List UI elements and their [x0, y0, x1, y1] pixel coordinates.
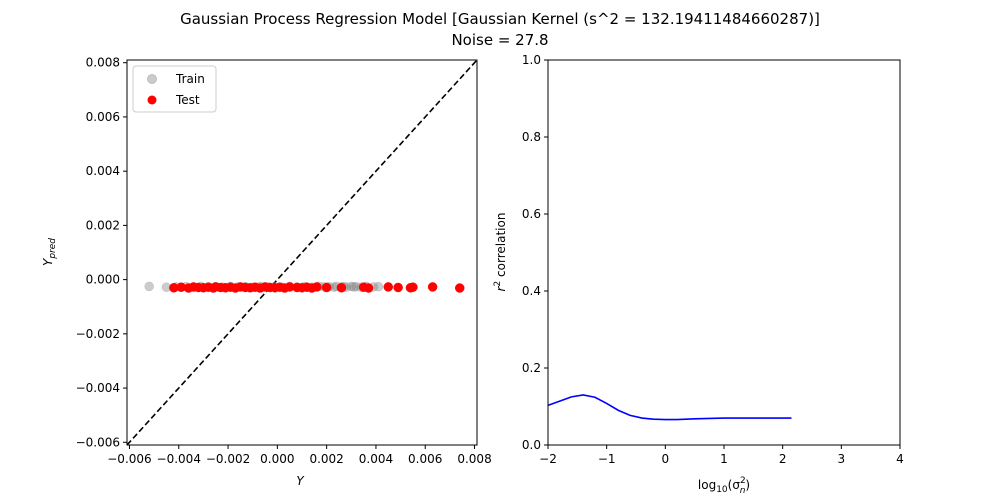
- test-point: [393, 282, 403, 293]
- line-xtick-label: −1: [598, 452, 616, 466]
- line-xtick-label: 1: [720, 452, 728, 466]
- train-point: [373, 281, 384, 292]
- line-plot-frame: [547, 59, 901, 446]
- scatter-xtick-label: −0.004: [157, 452, 201, 466]
- line-xlabel-paren-open: (σ: [728, 478, 741, 492]
- line-ytick-label: 0.2: [522, 361, 541, 375]
- line-xlabel: log10(σ2 n): [698, 476, 750, 496]
- test-point: [363, 283, 374, 293]
- scatter-xlabel: Y: [296, 474, 305, 488]
- train-point: [349, 282, 359, 292]
- scatter-xtick-label: 0.008: [457, 452, 491, 466]
- line-xtick-label: 2: [779, 452, 787, 466]
- line-ylabel: r2 correlation: [493, 213, 508, 292]
- figure-title-line2: Noise = 27.8: [451, 31, 548, 49]
- scatter-xtick-label: −0.006: [107, 452, 151, 466]
- scatter-plot-frame: [126, 59, 478, 446]
- line-ytick-label: 0.4: [522, 284, 541, 298]
- series-test: [169, 282, 465, 293]
- line-xtick-label: 3: [838, 452, 846, 466]
- line-ylabel-sup: 2: [493, 281, 503, 287]
- scatter-ylabel: Ypred: [41, 238, 58, 266]
- scatter-ytick-label: −0.002: [76, 327, 120, 341]
- line-xlabel-n: n: [740, 486, 746, 496]
- line-chart: −2 −1 0 1 2 3 40.00.20.40.60.81.0 log10(σ2 n) r…: [493, 53, 904, 496]
- test-point: [321, 282, 332, 293]
- test-point: [383, 282, 394, 292]
- line-ytick-label: 0.6: [522, 207, 541, 221]
- scatter-ytick-label: 0.000: [86, 273, 120, 287]
- line-ytick-label: 1.0: [522, 53, 541, 67]
- line-xlabel-sub: 10: [716, 485, 728, 495]
- scatter-ytick-label: 0.008: [86, 56, 120, 70]
- legend-test-marker: [147, 95, 157, 105]
- scatter-xtick-label: 0.004: [359, 452, 393, 466]
- scatter-ylabel-main: Y: [41, 257, 55, 266]
- scatter-chart: −0.006 −0.004 −0.002 0.000 0.002 0.004 0.006 0.…: [41, 56, 492, 488]
- test-point: [336, 282, 347, 293]
- legend-test-label: Test: [175, 93, 200, 107]
- line-ylabel-main: r: [494, 285, 508, 291]
- figure-title-line1: Gaussian Process Regression Model [Gauss…: [180, 10, 820, 28]
- scatter-ytick-label: 0.006: [86, 110, 120, 124]
- train-point: [346, 281, 357, 292]
- line-xtick-label: 0: [662, 452, 670, 466]
- scatter-legend: Train Test: [132, 65, 217, 113]
- test-point: [312, 282, 322, 292]
- scatter-ytick-label: 0.002: [86, 218, 120, 232]
- scatter-ytick-label: −0.006: [76, 435, 120, 449]
- legend-train-label: Train: [175, 72, 205, 86]
- line-xlabel-main: log: [698, 478, 716, 492]
- line-xtick-label: 4: [896, 452, 904, 466]
- scatter-ylabel-sub: pred: [48, 238, 58, 260]
- line-ylabel-rest: correlation: [494, 213, 508, 281]
- identity-reference-line: [126, 59, 478, 446]
- line-ytick-label: 0.0: [522, 438, 541, 452]
- scatter-xtick-label: 0.006: [408, 452, 442, 466]
- test-point: [408, 282, 418, 292]
- scatter-ytick-label: −0.004: [76, 381, 120, 395]
- line-xtick-label: −2: [539, 452, 557, 466]
- test-point: [454, 283, 465, 293]
- train-point: [144, 281, 154, 292]
- scatter-xtick-label: −0.002: [206, 452, 250, 466]
- scatter-xtick-label: 0.002: [309, 452, 343, 466]
- line-xlabel-sup: 2: [740, 476, 746, 486]
- line-xlabel-paren-close: ): [745, 478, 750, 492]
- scatter-xtick-label: 0.000: [260, 452, 294, 466]
- test-point: [427, 282, 438, 292]
- r2-correlation-line: [547, 394, 792, 421]
- scatter-ytick-label: 0.004: [86, 164, 120, 178]
- legend-train-marker: [147, 74, 157, 84]
- line-ytick-label: 0.8: [522, 130, 541, 144]
